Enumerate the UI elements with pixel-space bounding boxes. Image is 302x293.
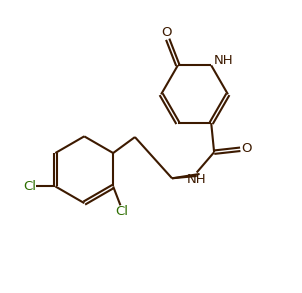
Text: Cl: Cl [24, 180, 37, 193]
Text: O: O [241, 142, 252, 155]
Text: NH: NH [187, 173, 206, 186]
Text: Cl: Cl [115, 205, 128, 218]
Text: NH: NH [214, 54, 233, 67]
Text: O: O [161, 26, 172, 39]
